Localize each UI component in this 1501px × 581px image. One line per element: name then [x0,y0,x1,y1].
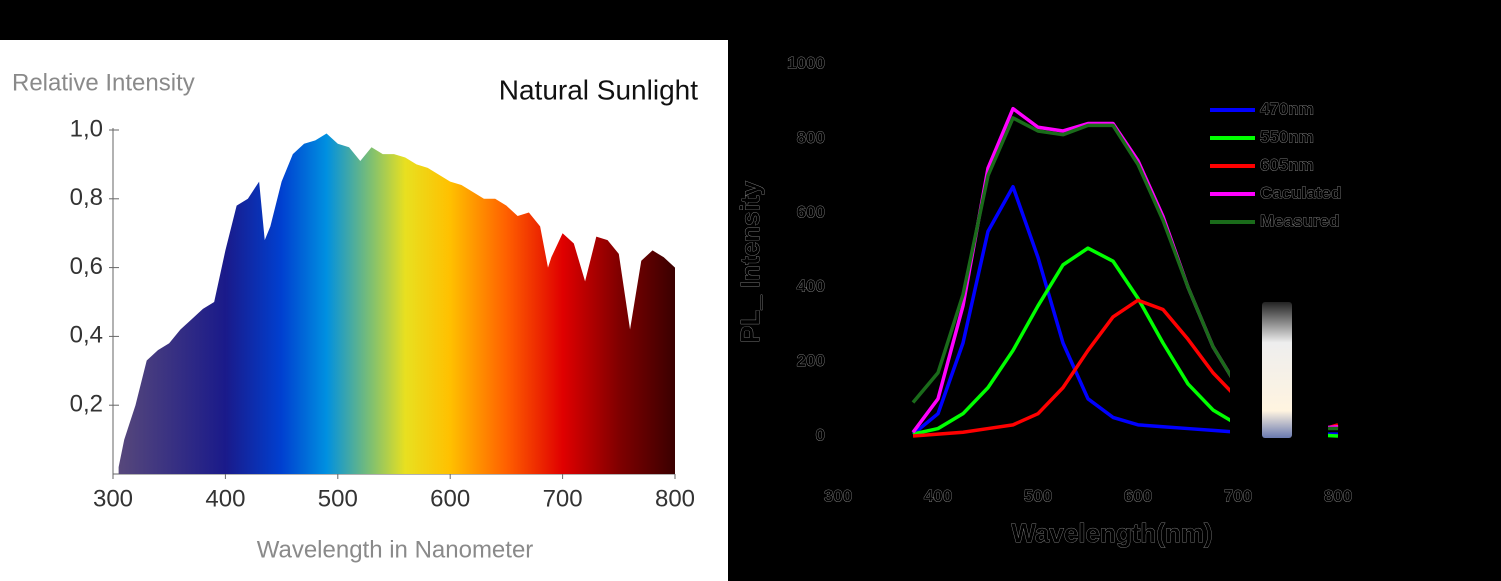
x-tick-label: 800 [655,485,695,512]
x-tick-label: 300 [824,486,852,505]
x-tick-label: 600 [430,485,470,512]
cuvette [1262,302,1292,438]
x-tick-label: 700 [543,485,583,512]
spectrum-area [118,133,676,474]
x-tick-label: 700 [1224,486,1252,505]
x-tick-label: 300 [93,485,133,512]
legend-label: Caculated [1260,183,1341,202]
y-tick-label: 0,6 [70,253,103,280]
y-tick-label: 400 [797,277,825,296]
x-tick-label: 500 [318,485,358,512]
x-tick-label: 400 [924,486,952,505]
y-tick-label: 800 [797,128,825,147]
x-tick-label: 500 [1024,486,1052,505]
x-axis-label: Wavelength in Nanometer [257,536,534,563]
legend-label: 470nm [1260,99,1314,118]
legend-label: 550nm [1260,127,1314,146]
x-tick-label: 400 [205,485,245,512]
x-tick-label: 800 [1324,486,1352,505]
y-tick-label: 0 [816,425,825,444]
y-tick-label: 0,2 [70,391,103,418]
y-axis-label: Relative Intensity [12,69,195,96]
y-tick-label: 200 [797,351,825,370]
x-axis-label: Wavelength(nm) [1011,518,1212,548]
legend-label: 605nm [1260,155,1314,174]
y-axis-label: PL_ Intensity [735,181,765,343]
y-tick-label: 0,4 [70,322,103,349]
y-tick-label: 0,8 [70,184,103,211]
y-tick-label: 1,0 [70,115,103,142]
legend-label: Measured [1260,211,1339,230]
left-chart: Relative Intensity Natural Sunlight Wave… [12,69,698,563]
chart-title: Natural Sunlight [499,74,698,105]
y-tick-label: 600 [797,202,825,221]
x-tick-label: 600 [1124,486,1152,505]
y-tick-label: 1000 [787,53,825,72]
